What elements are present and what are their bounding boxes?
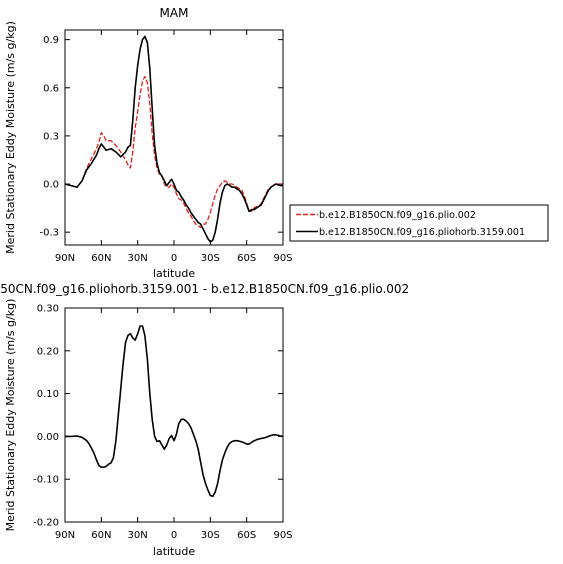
x-tick-label: 60N	[91, 530, 111, 541]
panel-2: b.e12.B1850CN.f09_g16.pliohorb.3159.001 …	[0, 282, 409, 558]
y-tick-label: 0.9	[43, 35, 59, 46]
y-tick-label: 0.10	[37, 389, 59, 400]
x-tick-label: 90S	[273, 530, 292, 541]
y-tick-label: -0.3	[39, 228, 59, 239]
x-tick-label: 30N	[128, 253, 148, 264]
panel-1-title: MAM	[160, 6, 189, 20]
y-tick-label: -0.10	[33, 475, 59, 486]
legend: b.e12.B1850CN.f09_g16.plio.002 b.e12.B18…	[289, 204, 549, 242]
panel-2-x-axis-label: latitude	[153, 545, 195, 558]
y-tick-label: 0.6	[43, 83, 59, 94]
y-tick-label: 0.20	[37, 346, 59, 357]
series-line-2	[64, 35, 283, 243]
x-tick-label: 60N	[91, 253, 111, 264]
panel-2-frame	[64, 307, 284, 523]
panel-2-title: b.e12.B1850CN.f09_g16.pliohorb.3159.001 …	[0, 282, 409, 296]
series-line-1	[65, 325, 284, 498]
x-tick-label: 30N	[128, 530, 148, 541]
y-tick-label: 0.3	[43, 131, 59, 142]
legend-label-pliohorb: b.e12.B1850CN.f09_g16.pliohorb.3159.001	[319, 227, 525, 238]
x-tick-label: 30S	[201, 253, 220, 264]
x-tick-label: 60S	[237, 253, 256, 264]
y-tick-label: 0.0	[43, 180, 59, 191]
panel-1-x-axis-label: latitude	[153, 267, 195, 280]
x-tick-label: 0	[171, 253, 177, 264]
y-tick-label: -0.20	[33, 518, 59, 529]
x-tick-label: 0	[171, 530, 177, 541]
y-tick-label: 0.00	[37, 432, 59, 443]
y-tick-label: 0.30	[37, 304, 59, 315]
x-tick-label: 90N	[55, 253, 75, 264]
panel-1-frame	[64, 29, 284, 246]
x-tick-label: 30S	[201, 530, 220, 541]
panel-1-y-axis-label: Merid Stationary Eddy Moisture (m/s g/kg…	[4, 21, 17, 254]
legend-box	[289, 204, 549, 242]
panel-2-y-axis-label: Merid Stationary Eddy Moisture (m/s g/kg…	[4, 299, 17, 532]
x-tick-label: 90N	[55, 530, 75, 541]
x-tick-label: 90S	[273, 253, 292, 264]
x-tick-label: 60S	[237, 530, 256, 541]
legend-label-plio: b.e12.B1850CN.f09_g16.plio.002	[319, 210, 476, 221]
panel-1: MAM 90N 60N 30N 0 30S 60S 90S -0.3 0.0 0.3 0.6 0.9…	[4, 6, 293, 280]
